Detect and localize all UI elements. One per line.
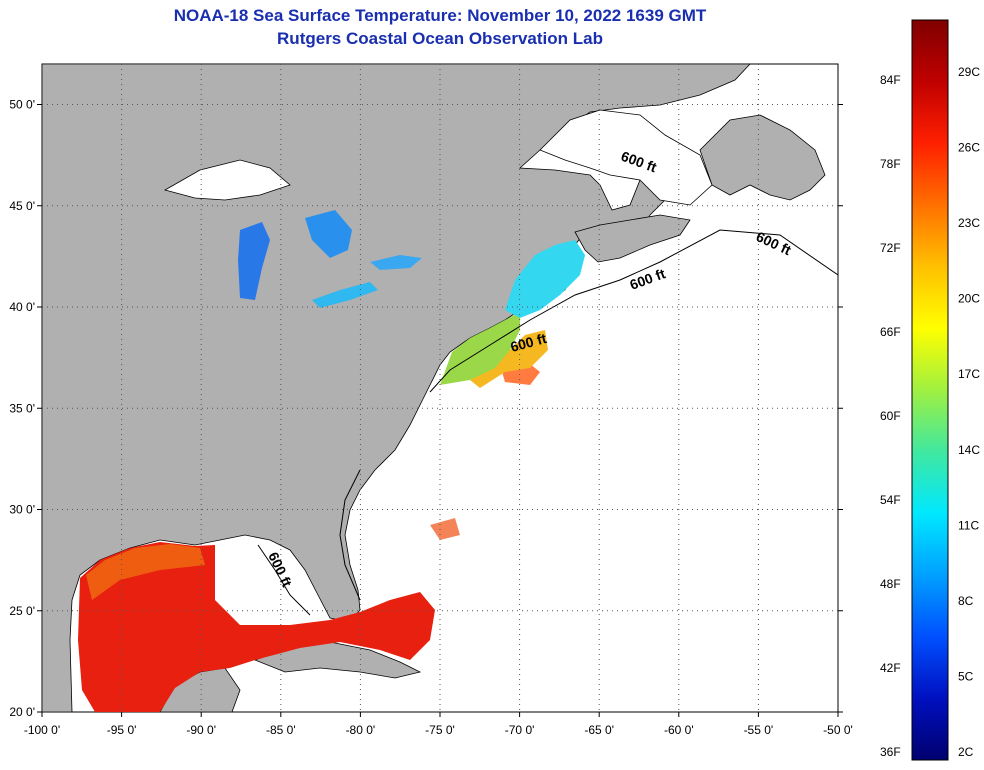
- tick-label-lat: 35 0': [9, 401, 35, 415]
- tick-label-lon: -65 0': [584, 723, 614, 737]
- tick-label-lat: 20 0': [9, 705, 35, 719]
- land-newfoundland: [699, 114, 826, 201]
- colorbar-f-label: 36F: [880, 745, 901, 759]
- map-grid: [42, 64, 838, 712]
- sst-lake-erie: [312, 282, 378, 308]
- contour-600ft: [257, 229, 838, 616]
- sst-lake-ontario: [370, 255, 422, 270]
- lake-superior: [163, 159, 291, 201]
- tick-label-lon: -90 0': [186, 723, 216, 737]
- colorbar-labels: 84F 78F 72F 66F 60F 54F 48F 42F 36F 29C 26C 23C 20C 1…: [880, 65, 980, 759]
- sst-lake-huron: [305, 210, 352, 258]
- tick-label-lat: 30 0': [9, 503, 35, 517]
- colorbar-f-label: 48F: [880, 577, 901, 591]
- colorbar-f-label: 42F: [880, 661, 901, 675]
- colorbar-c-label: 23C: [958, 216, 980, 230]
- colorbar-f-label: 54F: [880, 493, 901, 507]
- sst-mid-atlantic: [440, 312, 520, 385]
- colorbar-f-label: 72F: [880, 241, 901, 255]
- tick-label-lat: 50 0': [9, 98, 35, 112]
- colorbar-f-label: 66F: [880, 325, 901, 339]
- colorbar-c-label: 26C: [958, 141, 980, 155]
- tick-label-lon: -85 0': [266, 723, 296, 737]
- colorbar-c-label: 17C: [958, 367, 980, 381]
- land-north-america: [42, 64, 751, 712]
- tick-label-lat: 40 0': [9, 300, 35, 314]
- tick-label-lon: -60 0': [664, 723, 694, 737]
- colorbar-f-label: 60F: [880, 409, 901, 423]
- colorbar-c-label: 5C: [958, 669, 974, 683]
- sst-lake-michigan: [238, 222, 270, 300]
- colorbar: [911, 19, 949, 761]
- tick-label-lat: 45 0': [9, 199, 35, 213]
- tick-label-lat: 25 0': [9, 604, 35, 618]
- tick-label-lon: -50 0': [823, 723, 853, 737]
- colorbar-c-label: 14C: [958, 443, 980, 457]
- colorbar-c-label: 11C: [958, 518, 979, 532]
- sst-shelf-warm: [470, 330, 548, 388]
- colorbar-f-label: 84F: [880, 73, 901, 87]
- tick-label-lon: -70 0': [505, 723, 535, 737]
- colorbar-c-label: 29C: [958, 65, 980, 79]
- axis-ticks: -100 0' -95 0' -90 0' -85 0' -80 0' -75 0' -70…: [9, 98, 852, 738]
- map-subtitle: Rutgers Coastal Ocean Observation Lab: [277, 29, 603, 48]
- colorbar-f-label: 78F: [880, 157, 901, 171]
- colorbar-c-label: 8C: [958, 594, 974, 608]
- tick-label-lon: -55 0': [744, 723, 774, 737]
- sst-gulf-of-maine: [505, 240, 585, 318]
- sst-gulfstream-patch: [430, 518, 460, 540]
- tick-label-lon: -75 0': [425, 723, 455, 737]
- colorbar-c-label: 2C: [958, 745, 974, 759]
- map-title: NOAA-18 Sea Surface Temperature: Novembe…: [173, 6, 707, 25]
- tick-label-lon: -80 0': [346, 723, 376, 737]
- tick-label-lon: -100 0': [24, 723, 60, 737]
- tick-label-lon: -95 0': [107, 723, 137, 737]
- land-maritimes: [574, 214, 691, 263]
- gulf-st-lawrence: [539, 109, 713, 206]
- colorbar-c-label: 20C: [958, 292, 980, 306]
- sst-gulf-warm-edge: [86, 544, 205, 600]
- sst-gulf-of-mexico: [78, 542, 435, 712]
